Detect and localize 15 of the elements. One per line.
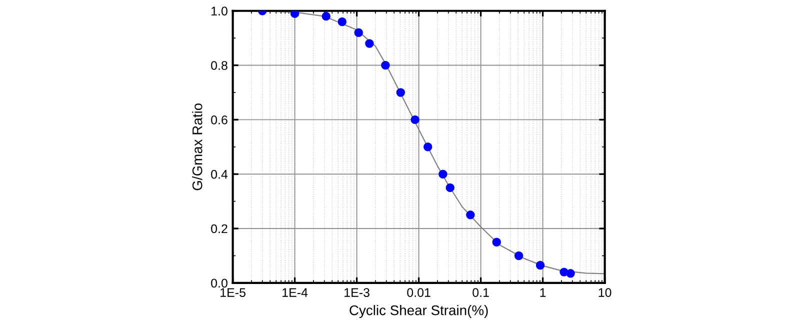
y-tick-label: 0.4 <box>211 170 228 179</box>
x-axis-title: Cyclic Shear Strain(%) <box>350 305 488 318</box>
x-tick-label: 10 <box>598 288 612 297</box>
x-tick-label: 1 <box>540 288 546 297</box>
y-axis-title: G/Gmax Ratio <box>192 103 202 190</box>
x-tick-label: 1E-3 <box>344 288 370 297</box>
x-tick-label: 0.1 <box>472 288 489 297</box>
y-tick-label: 1.0 <box>212 6 228 16</box>
y-tick-label: 0.6 <box>211 115 228 124</box>
x-tick-label: 1E-4 <box>282 288 308 297</box>
y-tick-label: 0.8 <box>211 61 228 70</box>
y-tick-label: 0.0 <box>211 278 228 288</box>
x-tick-label: 0.01 <box>407 288 430 297</box>
x-tick-label: 1E-5 <box>220 288 246 297</box>
y-tick-label: 0.2 <box>211 224 228 234</box>
